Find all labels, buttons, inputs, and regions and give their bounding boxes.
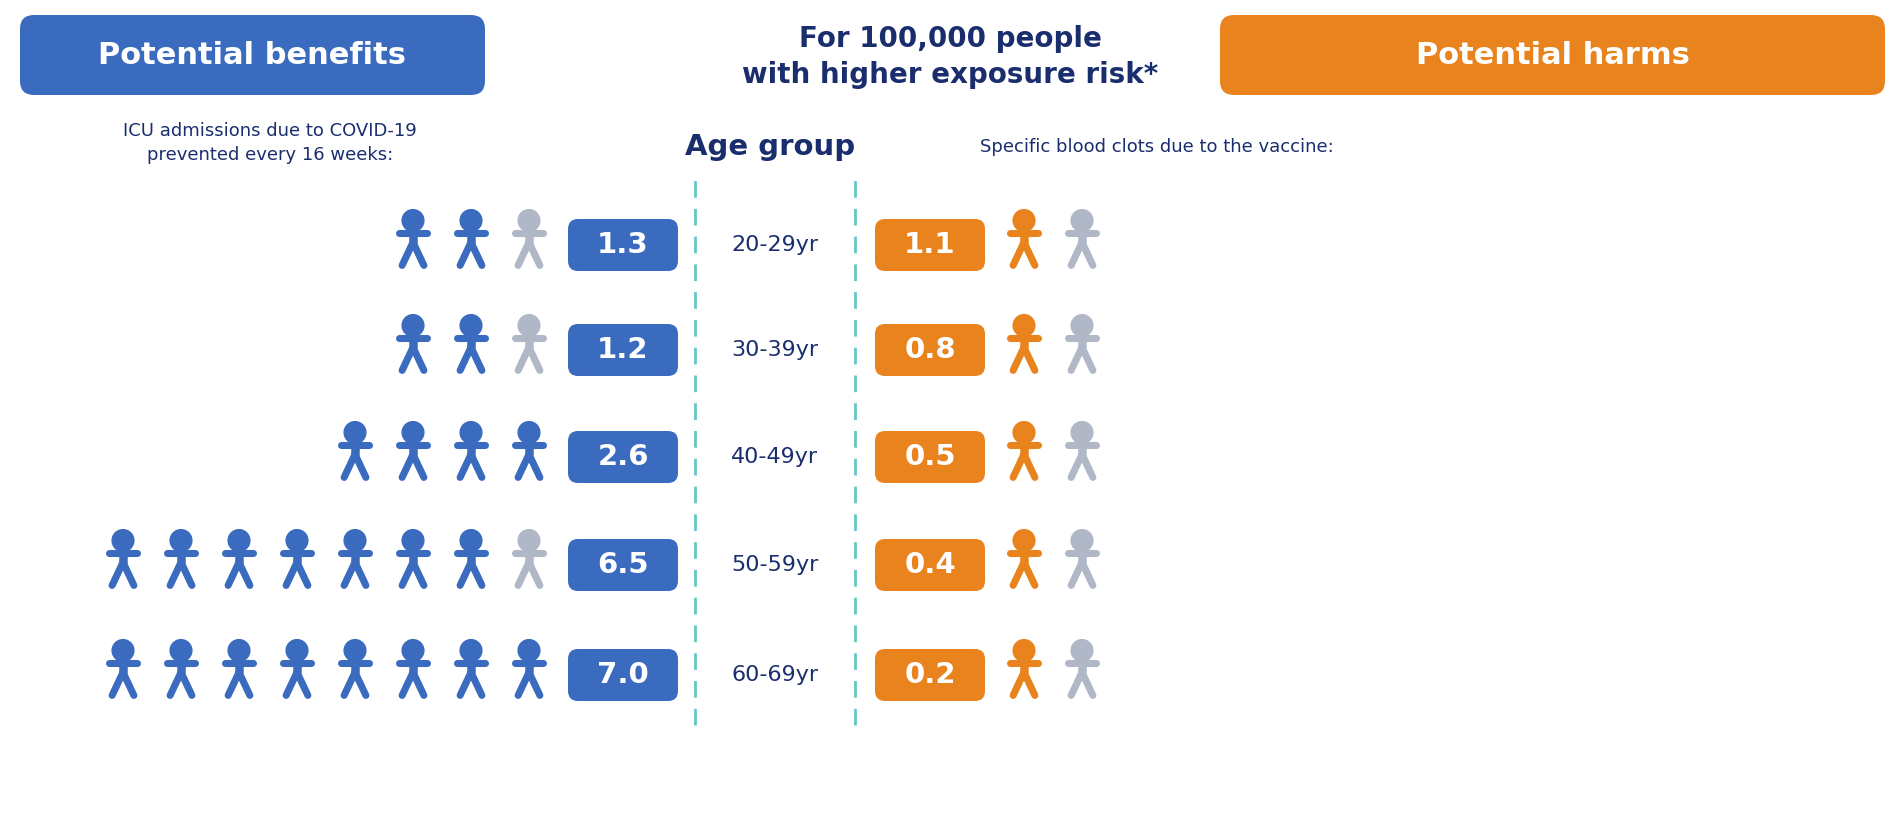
- Text: 20-29yr: 20-29yr: [732, 235, 819, 255]
- FancyBboxPatch shape: [568, 539, 678, 591]
- Circle shape: [460, 315, 483, 337]
- Text: 1.2: 1.2: [597, 336, 648, 364]
- Circle shape: [519, 421, 540, 443]
- Text: 40-49yr: 40-49yr: [732, 447, 819, 467]
- Text: 1.3: 1.3: [597, 231, 650, 259]
- Circle shape: [228, 640, 251, 662]
- FancyBboxPatch shape: [568, 324, 678, 376]
- Circle shape: [1072, 421, 1092, 443]
- Circle shape: [112, 640, 133, 662]
- FancyBboxPatch shape: [876, 649, 984, 701]
- Circle shape: [460, 530, 483, 552]
- Text: 60-69yr: 60-69yr: [732, 665, 819, 685]
- FancyBboxPatch shape: [876, 431, 984, 483]
- Circle shape: [403, 315, 424, 337]
- Circle shape: [460, 421, 483, 443]
- Text: 0.8: 0.8: [904, 336, 956, 364]
- Circle shape: [519, 209, 540, 231]
- Circle shape: [1072, 640, 1092, 662]
- Circle shape: [228, 530, 251, 552]
- FancyBboxPatch shape: [876, 539, 984, 591]
- Circle shape: [403, 530, 424, 552]
- Text: Specific blood clots due to the vaccine:: Specific blood clots due to the vaccine:: [980, 138, 1334, 156]
- FancyBboxPatch shape: [568, 649, 678, 701]
- Circle shape: [344, 640, 367, 662]
- Circle shape: [171, 530, 192, 552]
- Circle shape: [1013, 530, 1036, 552]
- Text: 6.5: 6.5: [597, 551, 648, 579]
- Circle shape: [1013, 421, 1036, 443]
- Text: 0.5: 0.5: [904, 443, 956, 471]
- FancyBboxPatch shape: [568, 431, 678, 483]
- Text: 7.0: 7.0: [597, 661, 650, 689]
- Circle shape: [344, 530, 367, 552]
- Circle shape: [460, 209, 483, 231]
- Circle shape: [519, 315, 540, 337]
- Circle shape: [403, 421, 424, 443]
- Text: 0.2: 0.2: [904, 661, 956, 689]
- Circle shape: [344, 421, 367, 443]
- Circle shape: [460, 640, 483, 662]
- Circle shape: [1072, 315, 1092, 337]
- FancyBboxPatch shape: [21, 15, 484, 95]
- Circle shape: [1013, 315, 1036, 337]
- FancyBboxPatch shape: [876, 324, 984, 376]
- FancyBboxPatch shape: [876, 219, 984, 271]
- Circle shape: [519, 530, 540, 552]
- Text: 30-39yr: 30-39yr: [732, 340, 819, 360]
- Circle shape: [1072, 209, 1092, 231]
- Text: Potential benefits: Potential benefits: [99, 41, 407, 69]
- Circle shape: [287, 640, 308, 662]
- Text: Potential harms: Potential harms: [1416, 41, 1689, 69]
- Text: 1.1: 1.1: [904, 231, 956, 259]
- Circle shape: [403, 640, 424, 662]
- Circle shape: [287, 530, 308, 552]
- Circle shape: [519, 640, 540, 662]
- Circle shape: [1072, 530, 1092, 552]
- FancyBboxPatch shape: [1220, 15, 1885, 95]
- Circle shape: [1013, 640, 1036, 662]
- Text: ICU admissions due to COVID-19
prevented every 16 weeks:: ICU admissions due to COVID-19 prevented…: [124, 122, 416, 164]
- Circle shape: [1013, 209, 1036, 231]
- Text: Age group: Age group: [684, 133, 855, 161]
- Text: For 100,000 people
with higher exposure risk*: For 100,000 people with higher exposure …: [741, 25, 1159, 89]
- Text: 2.6: 2.6: [597, 443, 648, 471]
- Circle shape: [112, 530, 133, 552]
- Circle shape: [171, 640, 192, 662]
- Circle shape: [403, 209, 424, 231]
- Text: 50-59yr: 50-59yr: [732, 555, 819, 575]
- Text: 0.4: 0.4: [904, 551, 956, 579]
- FancyBboxPatch shape: [568, 219, 678, 271]
